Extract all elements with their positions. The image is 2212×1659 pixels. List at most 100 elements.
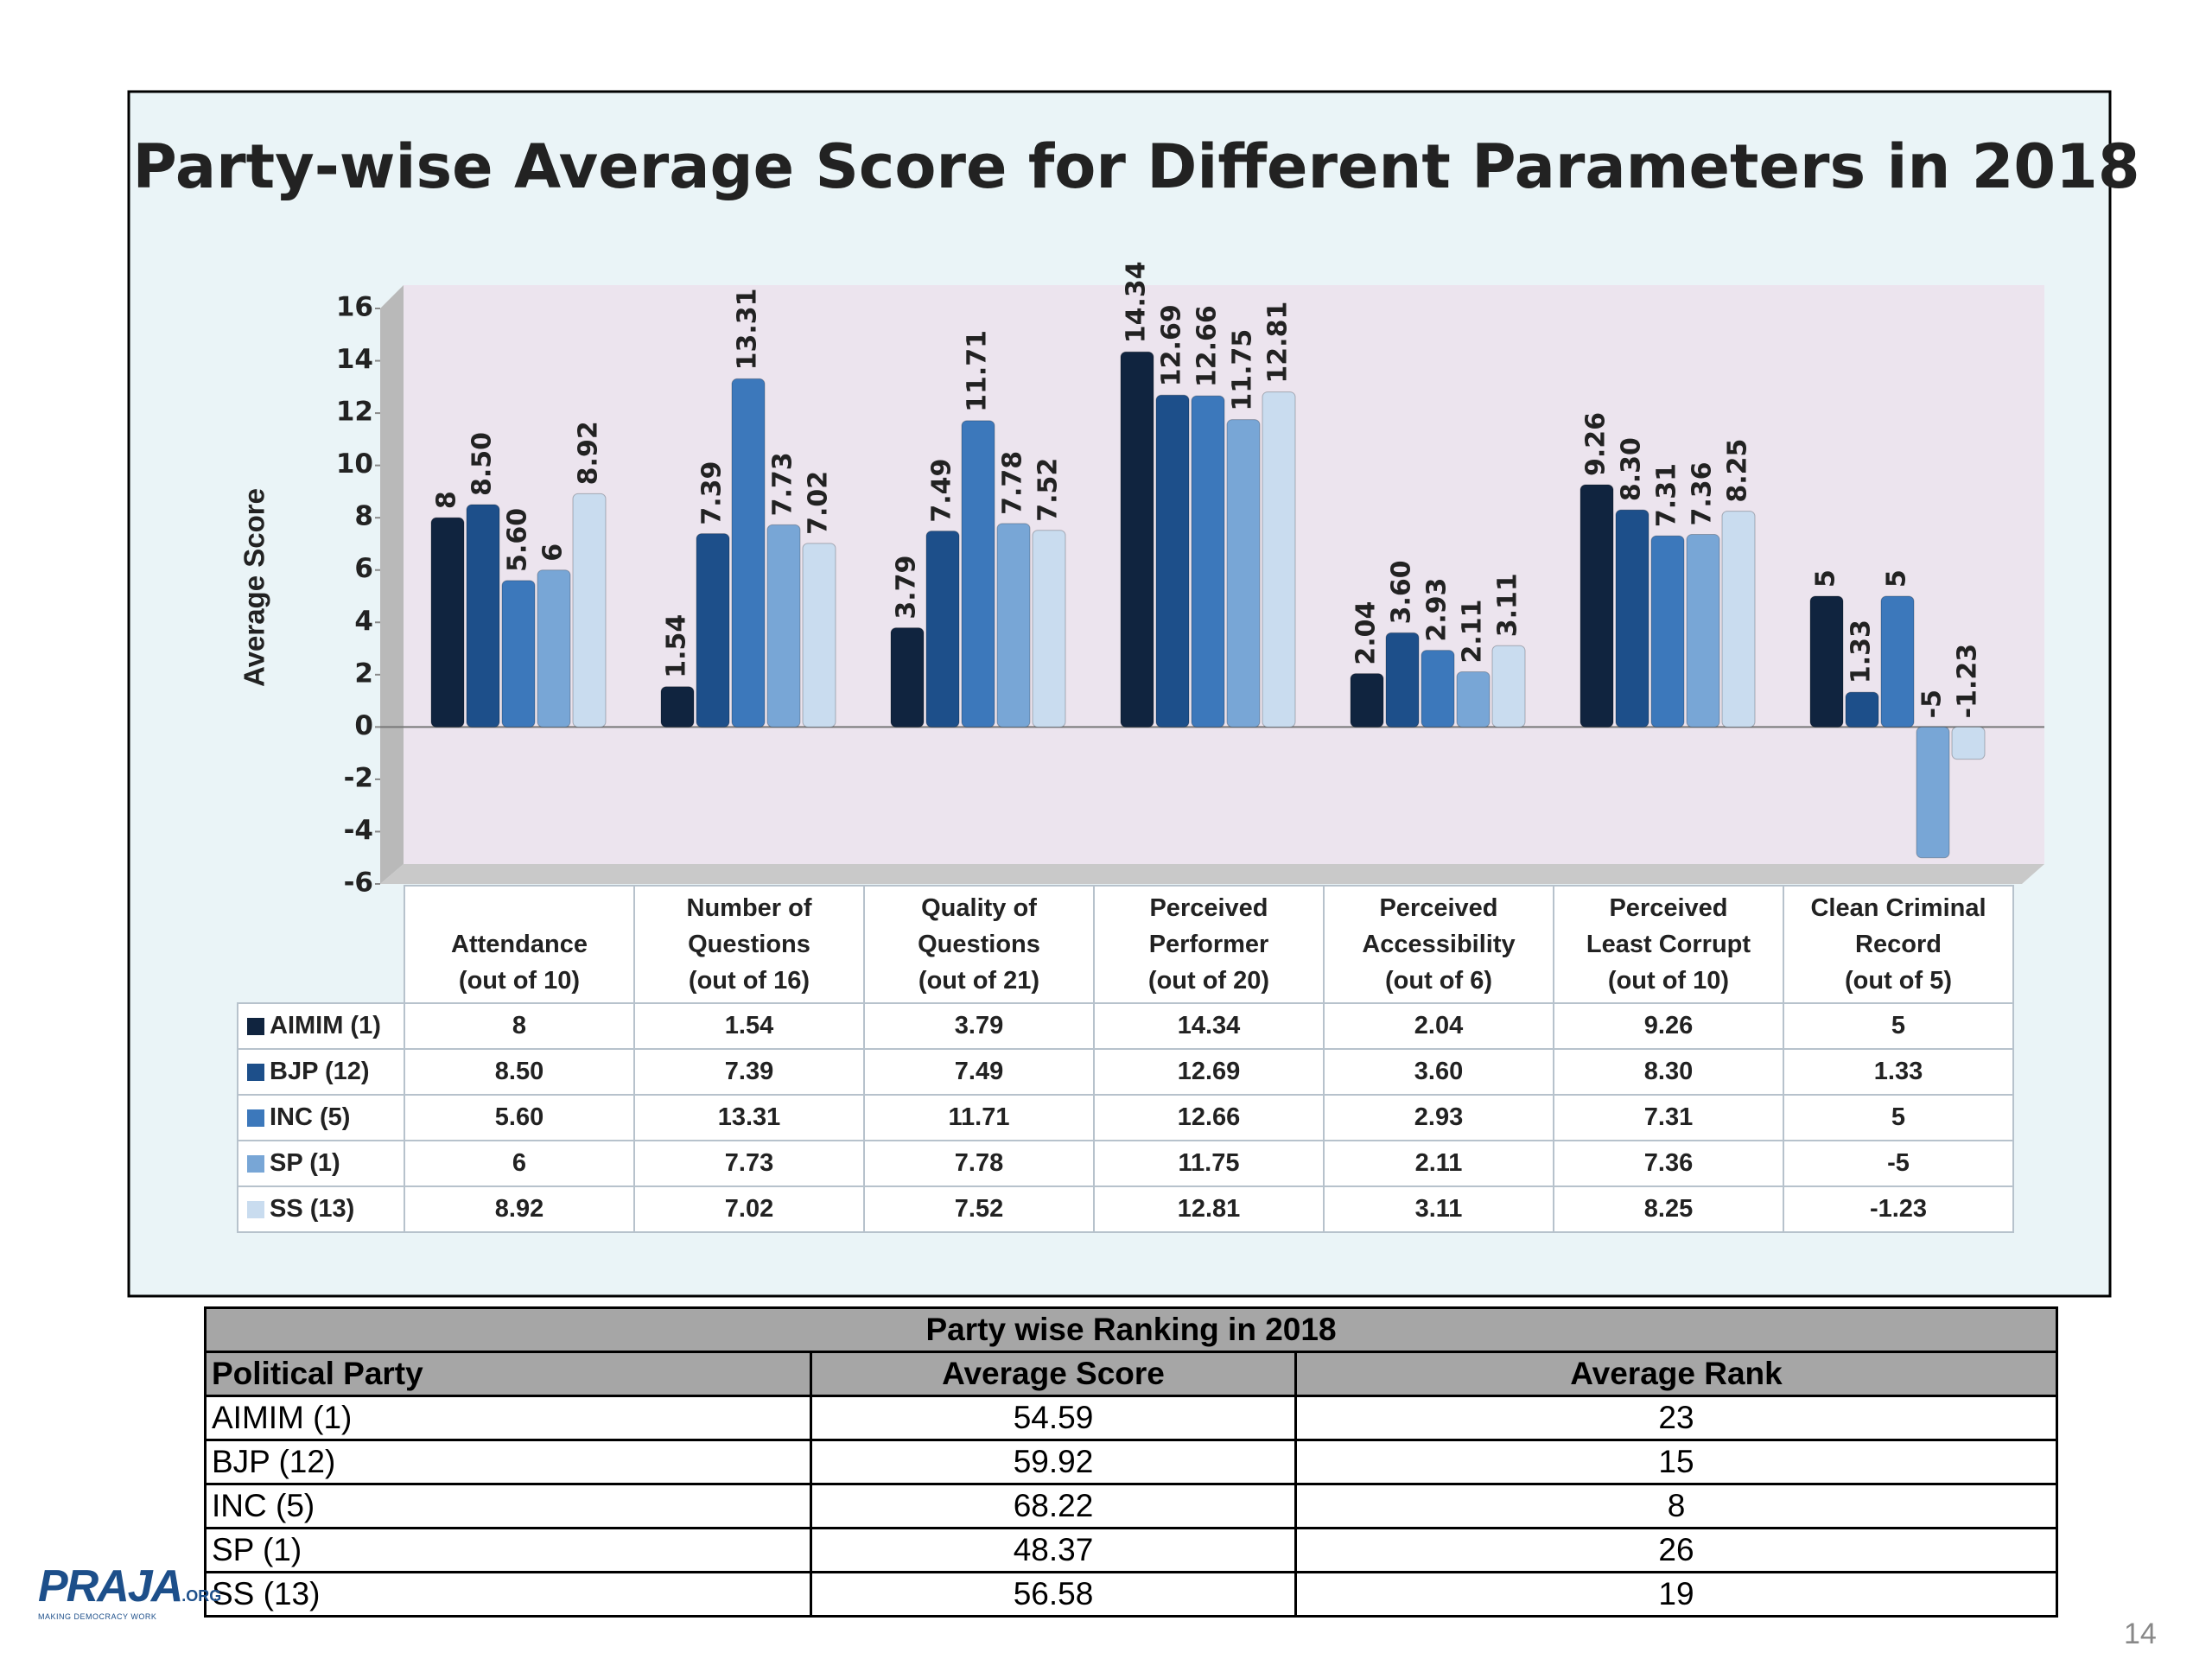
category-label: Attendance (out of 10)	[404, 885, 635, 1004]
category-label: Quality of Questions (out of 21)	[863, 885, 1095, 1004]
chart-title: Party-wise Average Score for Different P…	[132, 131, 2139, 202]
category-label: Number of Questions (out of 16)	[633, 885, 865, 1004]
column-header: Average Rank	[1294, 1351, 2059, 1397]
series-row: BJP (12) 8.50 7.39 7.49 12.69 3.60 8.30 1.33	[237, 1048, 2014, 1096]
legend-cell: BJP (12)	[237, 1048, 405, 1096]
ranking-cell: 59.92	[810, 1439, 1297, 1485]
y-tick-label: 16	[336, 292, 373, 323]
bar	[660, 686, 695, 728]
table-value: 11.75	[1093, 1140, 1325, 1187]
ranking-row: INC (5) 68.22 8	[204, 1483, 2059, 1529]
data-label: 12.66	[1192, 305, 1223, 387]
bar	[996, 523, 1031, 728]
table-value: 8	[404, 1002, 635, 1050]
ranking-cell: 26	[1294, 1527, 2059, 1573]
data-label: 8.30	[1617, 437, 1647, 501]
legend-swatch	[247, 1155, 264, 1173]
table-value: 5	[1783, 1002, 2014, 1050]
data-label: 7.02	[804, 471, 834, 535]
table-value: 7.02	[633, 1185, 865, 1233]
series-row: SS (13) 8.92 7.02 7.52 12.81 3.11 8.25 -1.23	[237, 1185, 2014, 1233]
ranking-cell: INC (5)	[204, 1483, 812, 1529]
ranking-title: Party wise Ranking in 2018	[203, 1306, 2059, 1353]
data-label: 7.36	[1688, 462, 1718, 526]
y-tick-label: -6	[344, 868, 373, 899]
category-label: Perceived Least Corrupt (out of 10)	[1553, 885, 1784, 1004]
table-value: 8.92	[404, 1185, 635, 1233]
y-tick-label: 12	[336, 397, 373, 428]
bar	[1456, 671, 1491, 728]
bar	[1880, 595, 1915, 728]
data-label: 7.52	[1033, 458, 1064, 522]
table-value: 14.34	[1093, 1002, 1325, 1050]
logo-tagline: MAKING DEMOCRACY WORK	[38, 1612, 157, 1621]
table-value: 5	[1783, 1094, 2014, 1141]
bar	[1491, 645, 1526, 728]
data-label: 2.11	[1458, 599, 1488, 663]
legend-label: INC (5)	[270, 1103, 351, 1131]
corner-cell	[238, 886, 404, 1003]
ranking-row: AIMIM (1) 54.59 23	[204, 1395, 2059, 1441]
legend-label: AIMIM (1)	[270, 1012, 381, 1039]
legend-swatch	[247, 1064, 264, 1082]
ranking-row: SS (13) 56.58 19	[204, 1571, 2059, 1618]
ranking-cell: SP (1)	[204, 1527, 812, 1573]
bar	[1226, 419, 1261, 728]
ranking-cell: 23	[1294, 1395, 2059, 1441]
category-label: Perceived Performer (out of 20)	[1093, 885, 1325, 1004]
data-label: 7.73	[768, 452, 798, 516]
y-tick-label: -2	[344, 762, 373, 793]
header-row: Political Party Average Score Average Rank	[204, 1351, 2059, 1397]
y-tick-label: -4	[344, 815, 373, 846]
data-label: 3.11	[1493, 573, 1523, 637]
y-tick-label: 14	[336, 344, 373, 375]
table-value: 13.31	[633, 1094, 865, 1141]
ranking-cell: SS (13)	[204, 1571, 812, 1618]
table-value: 3.79	[863, 1002, 1095, 1050]
y-tick-label: 8	[354, 501, 373, 532]
bar	[1650, 535, 1685, 728]
data-label: 9.26	[1581, 412, 1611, 476]
bar	[802, 543, 836, 728]
ranking-cell: 15	[1294, 1439, 2059, 1485]
table-value: 3.11	[1323, 1185, 1554, 1233]
ranking-cell: 8	[1294, 1483, 2059, 1529]
legend-cell: SS (13)	[237, 1185, 405, 1233]
data-label: 2.04	[1351, 601, 1382, 665]
bar	[1580, 484, 1614, 728]
table-value: 7.39	[633, 1048, 865, 1096]
data-label: 7.49	[927, 459, 957, 523]
y-tick-label: 10	[336, 448, 373, 480]
bar	[1951, 726, 1986, 760]
bar	[430, 517, 465, 728]
ranking-cell: BJP (12)	[204, 1439, 812, 1485]
legend-label: BJP (12)	[270, 1058, 370, 1085]
data-label: 3.79	[892, 556, 922, 620]
data-label: 11.75	[1228, 329, 1258, 411]
bar	[1916, 726, 1950, 859]
table-value: 12.69	[1093, 1048, 1325, 1096]
category-label: Clean Criminal Record (out of 5)	[1783, 885, 2014, 1004]
data-label: 7.39	[697, 461, 728, 525]
bar	[1845, 691, 1879, 728]
legend-cell: AIMIM (1)	[237, 1002, 405, 1050]
data-label: 2.93	[1422, 578, 1452, 642]
data-label: 5	[1811, 569, 1841, 588]
data-label: -1.23	[1953, 644, 1983, 718]
ranking-cell: 19	[1294, 1571, 2059, 1618]
ranking-cell: AIMIM (1)	[204, 1395, 812, 1441]
data-label: 12.69	[1157, 304, 1187, 386]
bar	[572, 493, 607, 728]
table-value: 3.60	[1323, 1048, 1554, 1096]
legend-swatch	[247, 1201, 264, 1219]
logo-suffix: .ORG	[181, 1587, 222, 1605]
legend-cell: INC (5)	[237, 1094, 405, 1141]
legend-swatch	[247, 1018, 264, 1036]
logo: PRAJA.ORG MAKING DEMOCRACY WORK	[38, 1560, 221, 1621]
data-label: 11.71	[963, 330, 993, 412]
y-tick-label: 4	[354, 606, 373, 637]
ranking-cell: 48.37	[810, 1527, 1297, 1573]
y-tick-label: 2	[354, 658, 373, 689]
bar	[1385, 632, 1420, 728]
